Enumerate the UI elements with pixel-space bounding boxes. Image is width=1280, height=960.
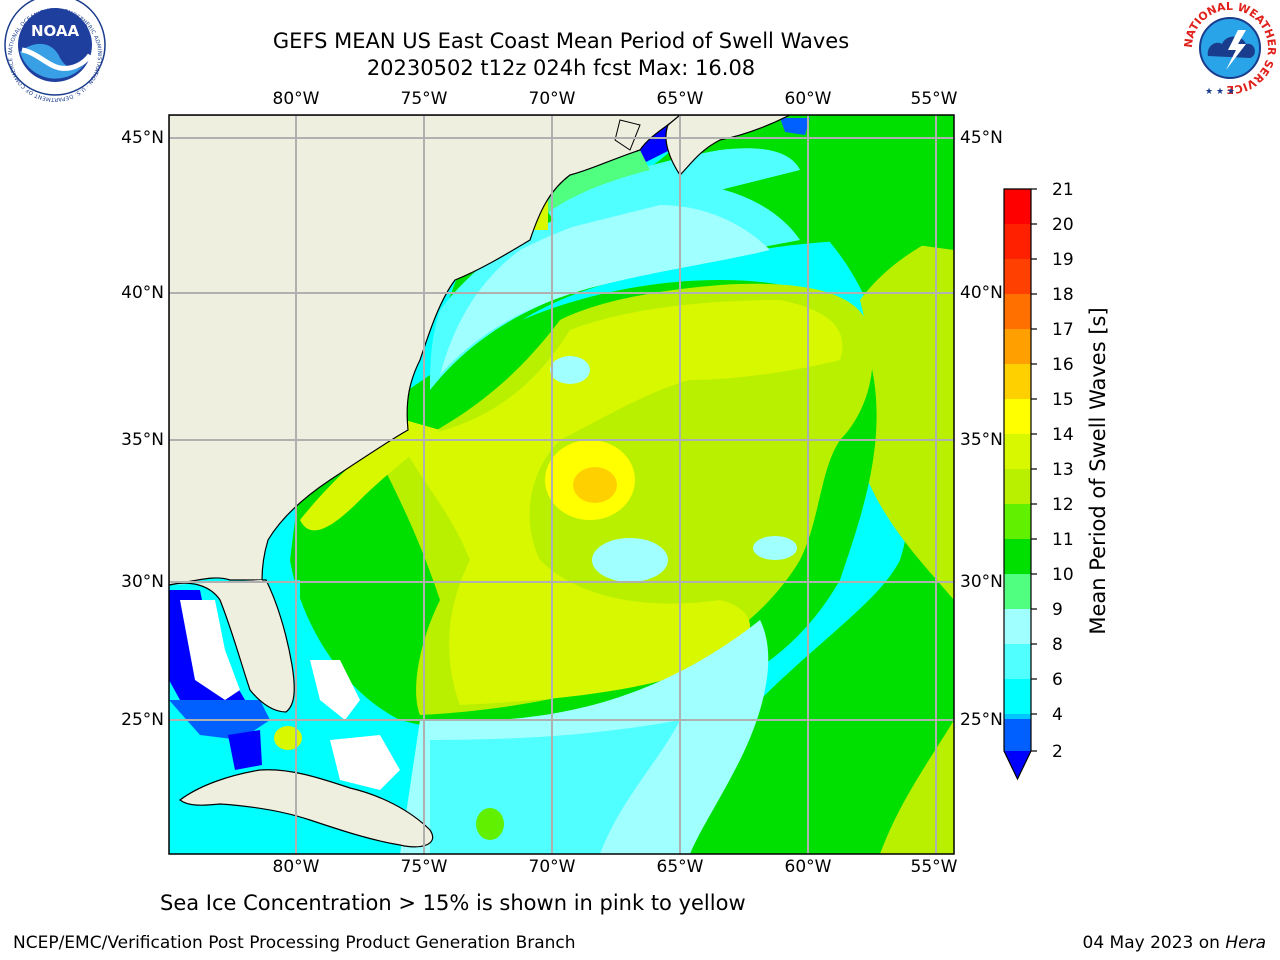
colorbar-tick-label: 17	[1052, 320, 1074, 340]
lon-label-top: 80°W	[272, 89, 320, 109]
lon-label-bottom: 70°W	[528, 857, 576, 877]
lon-label-bottom: 55°W	[910, 857, 958, 877]
map-title: GEFS MEAN US East Coast Mean Period of S…	[272, 29, 850, 53]
lat-label-right: 40°N	[960, 283, 1003, 303]
lon-label-top: 70°W	[528, 89, 576, 109]
sea-ice-note: Sea Ice Concentration > 15% is shown in …	[160, 891, 746, 915]
lon-label-top: 60°W	[784, 89, 832, 109]
lat-label-right: 35°N	[960, 430, 1003, 450]
date-credit: 04 May 2023 on Hera	[1083, 932, 1267, 954]
colorbar-tick-label: 9	[1052, 600, 1063, 620]
lon-label-top: 55°W	[910, 89, 958, 109]
noaa-logo: NATIONAL OCEANIC AND ATMOSPHERIC ADMINIS…	[4, 0, 106, 102]
svg-text:★ ★ ★: ★ ★ ★	[1205, 87, 1235, 97]
colorbar-tick-label: 8	[1052, 635, 1063, 655]
colorbar-tick-label: 2	[1052, 742, 1063, 762]
colorbar-tick-label: 13	[1052, 460, 1074, 480]
swell-period-field	[169, 115, 954, 854]
colorbar-tick-label: 18	[1052, 285, 1074, 305]
map-area	[169, 115, 954, 854]
lat-label-left: 25°N	[121, 710, 164, 730]
colorbar-tick-label: 6	[1052, 670, 1063, 690]
lat-label-left: 35°N	[121, 430, 164, 450]
lat-label-right: 45°N	[960, 128, 1003, 148]
colorbar-tick-label: 11	[1052, 530, 1074, 550]
lat-label-left: 30°N	[121, 572, 164, 592]
machine-name: Hera	[1225, 933, 1266, 953]
colorbar-label: Mean Period of Swell Waves [s]	[1086, 307, 1110, 635]
colorbar-tick-label: 20	[1052, 215, 1074, 235]
map-frame	[168, 114, 955, 855]
colorbar	[1003, 188, 1037, 781]
map-subtitle: 20230502 t12z 024h fcst Max: 16.08	[366, 56, 756, 80]
colorbar-tick-label: 12	[1052, 495, 1074, 515]
noaa-logo-text: NOAA	[31, 22, 80, 40]
date-text: 04 May 2023 on	[1082, 933, 1226, 953]
nws-logo: NATIONAL WEATHER SERVICE ★ ★ ★	[1182, 0, 1278, 97]
colorbar-tick-label: 19	[1052, 250, 1074, 270]
credit-text: NCEP/EMC/Verification Post Processing Pr…	[13, 933, 576, 953]
lat-label-left: 40°N	[121, 283, 164, 303]
colorbar-tick-label: 15	[1052, 390, 1074, 410]
lon-label-bottom: 65°W	[656, 857, 704, 877]
colorbar-tick-label: 16	[1052, 355, 1074, 375]
lon-label-bottom: 60°W	[784, 857, 832, 877]
lat-label-right: 30°N	[960, 572, 1003, 592]
colorbar-tick-label: 4	[1052, 705, 1063, 725]
colorbar-tick-label: 14	[1052, 425, 1074, 445]
colorbar-tick-label: 10	[1052, 565, 1074, 585]
lon-label-bottom: 80°W	[272, 857, 320, 877]
lat-label-left: 45°N	[121, 128, 164, 148]
lon-label-top: 65°W	[656, 89, 704, 109]
lon-label-bottom: 75°W	[400, 857, 448, 877]
colorbar-tick-label: 21	[1052, 180, 1074, 200]
lat-label-right: 25°N	[960, 710, 1003, 730]
lon-label-top: 75°W	[400, 89, 448, 109]
graticule	[169, 115, 954, 854]
